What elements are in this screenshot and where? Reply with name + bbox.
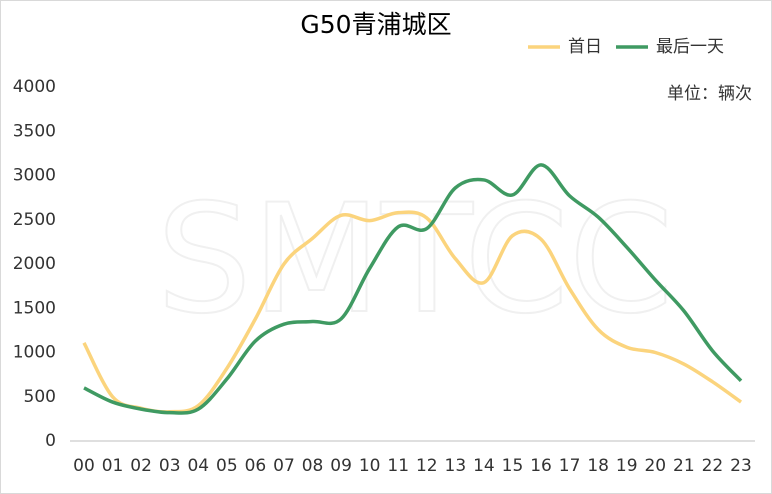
y-tick-label: 0 [45, 431, 56, 451]
y-tick-label: 4000 [13, 77, 56, 97]
y-tick-label: 1000 [13, 343, 56, 363]
x-tick-label: 12 [416, 456, 438, 476]
y-tick-label: 1500 [13, 298, 56, 318]
x-tick-label: 13 [445, 456, 467, 476]
series-line [83, 163, 743, 415]
x-tick-label: 22 [702, 456, 724, 476]
x-tick-label: 15 [502, 456, 524, 476]
legend-label: 最后一天 [656, 37, 724, 57]
x-tick-label: 09 [330, 456, 352, 476]
x-tick-label: 07 [273, 456, 295, 476]
x-tick-label: 10 [359, 456, 381, 476]
x-tick-label: 00 [73, 456, 95, 476]
legend-label: 首日 [568, 37, 602, 57]
x-tick-label: 14 [473, 456, 495, 476]
x-tick-label: 23 [730, 456, 752, 476]
x-tick-label: 08 [302, 456, 324, 476]
unit-label: 单位：辆次 [667, 84, 752, 104]
x-tick-label: 17 [559, 456, 581, 476]
y-tick-label: 2500 [13, 210, 56, 230]
chart-title: G50青浦城区 [300, 10, 451, 39]
x-tick-label: 04 [187, 456, 209, 476]
y-tick-label: 2000 [13, 254, 56, 274]
x-tick-label: 20 [644, 456, 666, 476]
x-tick-label: 21 [673, 456, 695, 476]
x-tick-label: 11 [387, 456, 409, 476]
y-tick-label: 3500 [13, 121, 56, 141]
x-tick-label: 18 [587, 456, 609, 476]
x-tick-label: 01 [102, 456, 124, 476]
x-tick-label: 16 [530, 456, 552, 476]
watermark: SMTCC [157, 173, 674, 347]
y-tick-label: 500 [24, 387, 56, 407]
x-tick-label: 06 [245, 456, 267, 476]
x-tick-label: 02 [130, 456, 152, 476]
x-tick-label: 03 [159, 456, 181, 476]
x-tick-label: 19 [616, 456, 638, 476]
y-tick-label: 3000 [13, 166, 56, 186]
x-tick-label: 05 [216, 456, 238, 476]
series-line [82, 210, 743, 414]
